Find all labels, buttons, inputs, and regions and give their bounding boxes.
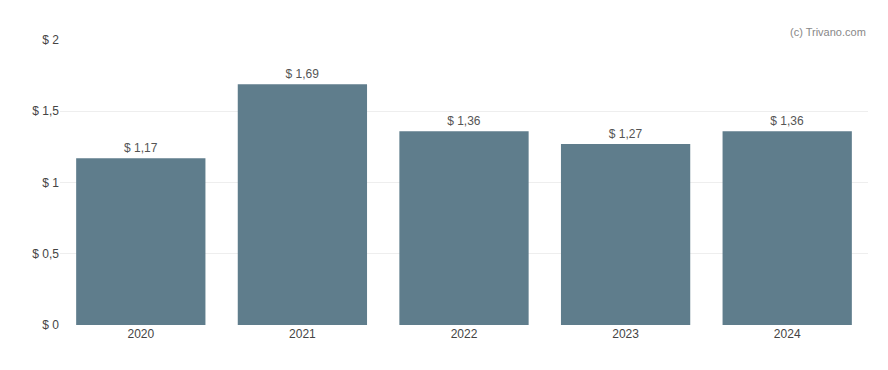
svg-text:$ 0: $ 0 (42, 318, 59, 332)
svg-text:$ 1,17: $ 1,17 (124, 141, 158, 155)
svg-text:$ 2: $ 2 (42, 33, 59, 47)
svg-text:$ 0,5: $ 0,5 (32, 247, 59, 261)
svg-text:(c) Trivano.com: (c) Trivano.com (790, 26, 866, 38)
svg-text:2023: 2023 (612, 327, 639, 341)
svg-text:2020: 2020 (127, 327, 154, 341)
svg-text:$ 1: $ 1 (42, 176, 59, 190)
svg-text:2021: 2021 (289, 327, 316, 341)
svg-text:2024: 2024 (774, 327, 801, 341)
svg-text:$ 1,27: $ 1,27 (609, 127, 643, 141)
svg-text:$ 1,36: $ 1,36 (770, 114, 804, 128)
svg-text:$ 1,69: $ 1,69 (286, 67, 320, 81)
svg-text:$ 1,36: $ 1,36 (447, 114, 481, 128)
svg-text:$ 1,5: $ 1,5 (32, 104, 59, 118)
svg-text:2022: 2022 (451, 327, 478, 341)
